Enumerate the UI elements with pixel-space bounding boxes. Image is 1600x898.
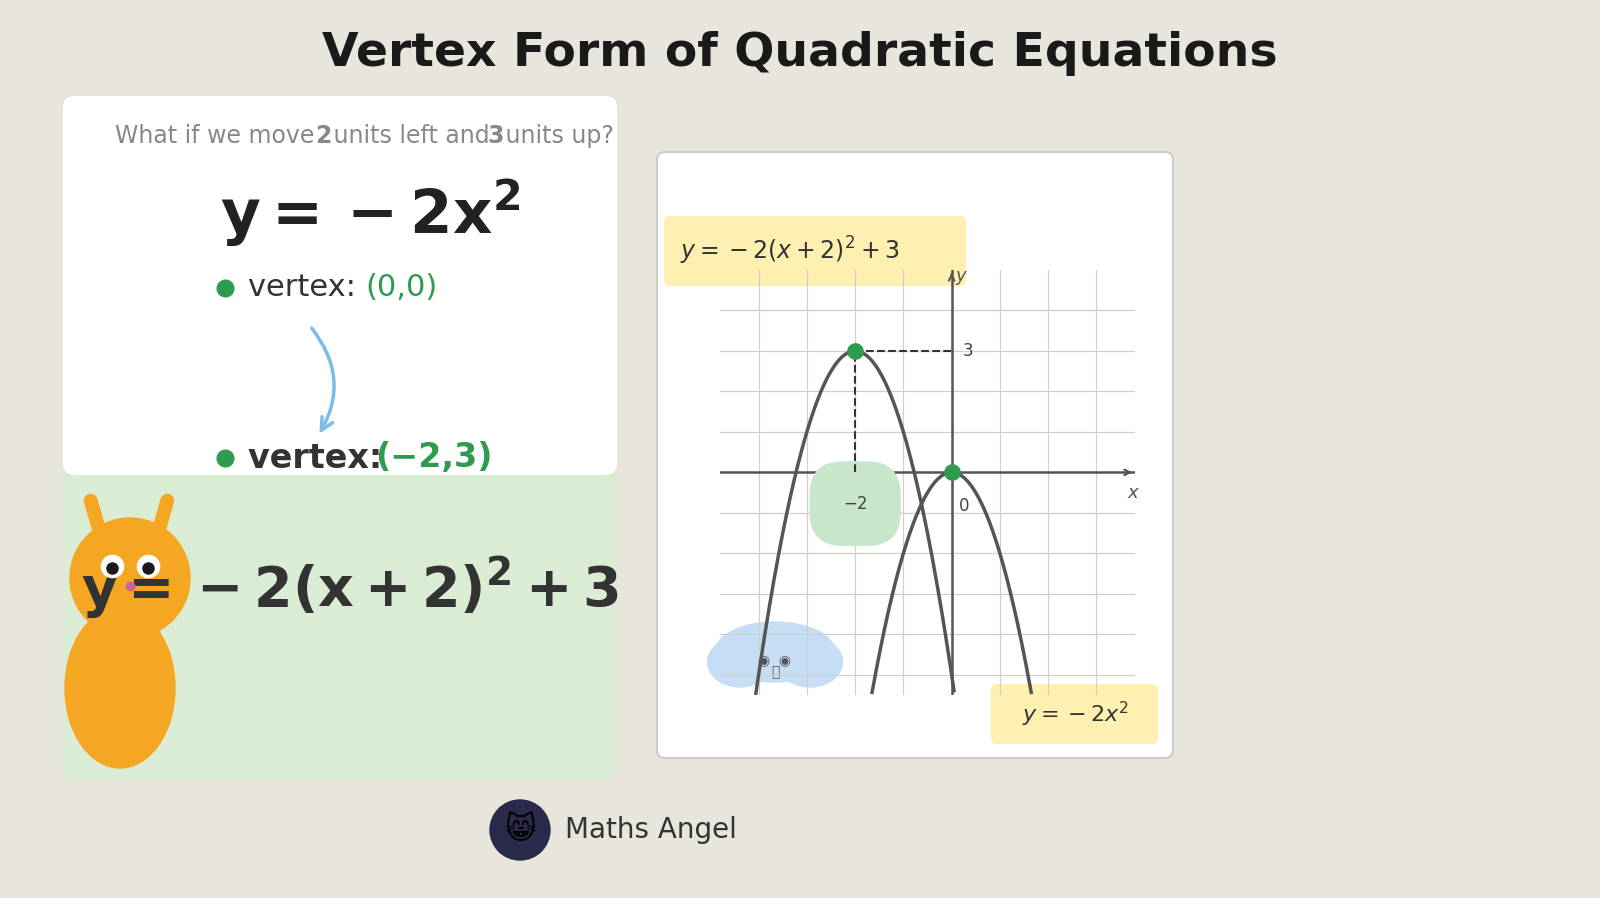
Text: $\mathbf{y = -2x^2}$: $\mathbf{y = -2x^2}$ [219,177,520,249]
FancyArrowPatch shape [312,328,334,430]
Text: What if we move: What if we move [115,124,322,148]
Text: vertex:: vertex: [248,274,366,303]
FancyBboxPatch shape [62,426,618,780]
Text: $y = -2(x + 2)^2 + 3$: $y = -2(x + 2)^2 + 3$ [680,235,899,267]
Text: vertex:: vertex: [248,442,394,474]
Text: 😸: 😸 [504,815,536,845]
Ellipse shape [66,608,174,768]
Text: units up?: units up? [498,124,614,148]
Text: −2: −2 [843,495,867,513]
Ellipse shape [707,637,773,687]
Text: $\mathbf{y = -2(x+2)^2+3}$: $\mathbf{y = -2(x+2)^2+3}$ [82,554,619,621]
Text: (−2,3): (−2,3) [374,442,493,474]
FancyBboxPatch shape [664,216,966,286]
Text: 0: 0 [958,497,970,515]
Text: ◉  ◉: ◉ ◉ [758,653,792,667]
Ellipse shape [715,622,835,682]
Circle shape [70,518,190,638]
Text: (0,0): (0,0) [365,274,437,303]
Text: y: y [955,267,966,285]
Text: 3: 3 [962,342,973,360]
Ellipse shape [778,637,843,687]
FancyArrowPatch shape [91,501,99,531]
FancyBboxPatch shape [658,152,1173,758]
FancyBboxPatch shape [62,96,618,475]
Text: $y = -2x^2$: $y = -2x^2$ [1021,700,1128,728]
Text: units left and: units left and [326,124,498,148]
FancyBboxPatch shape [990,684,1158,744]
Text: 2: 2 [315,124,331,148]
Text: Vertex Form of Quadratic Equations: Vertex Form of Quadratic Equations [322,31,1278,75]
Text: ⌣: ⌣ [771,665,779,679]
FancyArrowPatch shape [158,501,168,531]
Text: x: x [1128,484,1138,502]
Circle shape [490,800,550,860]
Text: Maths Angel: Maths Angel [565,816,738,844]
Text: 3: 3 [486,124,504,148]
